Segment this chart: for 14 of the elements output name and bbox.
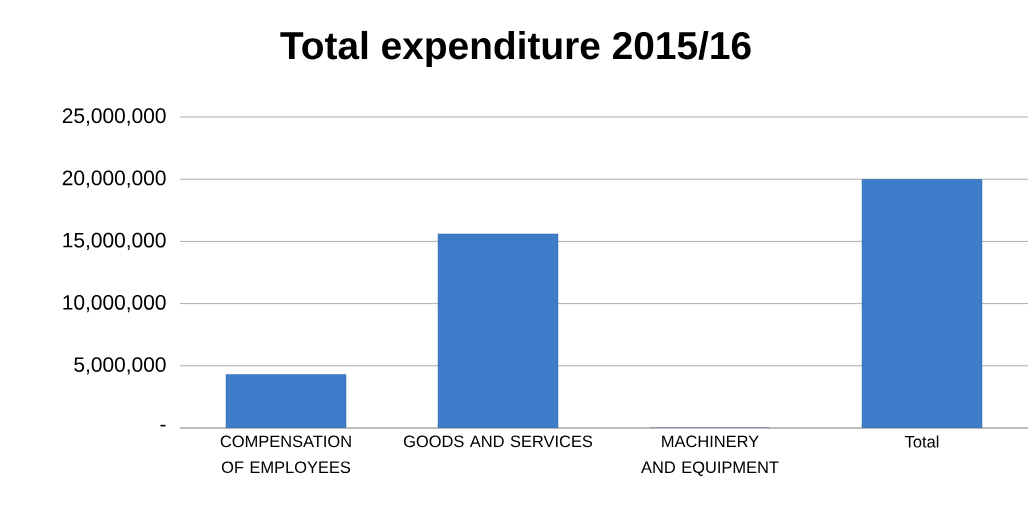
y-tick-label: 5,000,000 [74,357,166,375]
y-tick-label: - [160,424,166,427]
x-tick-label: Total [905,435,939,448]
y-tick-label: 25,000,000 [62,108,166,126]
x-tick-label: GOODS AND SERVICES [403,435,593,448]
x-tick-label: MACHINERY AND EQUIPMENT [641,435,779,477]
bar [861,179,983,428]
bar [437,233,559,428]
x-tick-label: COMPENSATION OF EMPLOYEES [220,435,351,474]
y-tick-label: 15,000,000 [63,232,166,251]
chart-title: Total expenditure 2015/16 [280,30,751,68]
y-tick-label: 20,000,000 [62,170,166,188]
bar [225,374,347,428]
y-tick-label: 10,000,000 [63,294,166,313]
